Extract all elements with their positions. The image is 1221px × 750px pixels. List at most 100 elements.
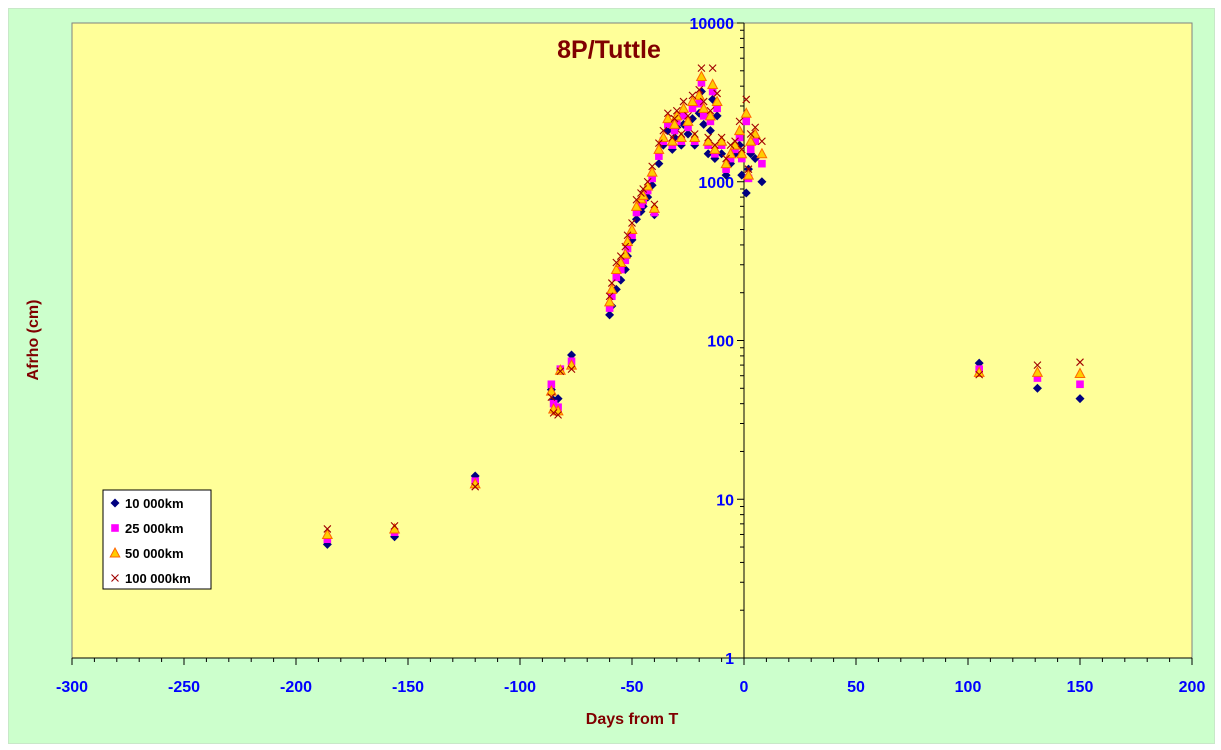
legend-entry: 25 000km: [111, 521, 184, 536]
data-point: [707, 78, 719, 89]
data-point: [621, 256, 630, 265]
data-point: [608, 292, 616, 301]
data-point: [724, 147, 737, 159]
legend-label: 100 000km: [125, 571, 191, 586]
x-tick-label: 150: [1067, 679, 1094, 696]
data-point: [737, 170, 747, 180]
data-point: [672, 106, 681, 115]
y-tick-label: 1000: [698, 175, 734, 192]
data-point: [751, 123, 760, 132]
data-point: [710, 141, 719, 150]
legend-marker: [111, 574, 119, 582]
legend: 10 000km 25 000km 50 000km 100 000km: [102, 489, 212, 590]
axes: [71, 22, 1193, 665]
data-point: [709, 143, 721, 154]
data-point: [1032, 383, 1042, 393]
data-point: [621, 242, 630, 251]
data-point: [628, 219, 636, 227]
data-point: [757, 177, 767, 187]
data-point: [717, 133, 726, 142]
legend-entry: 100 000km: [111, 571, 191, 586]
data-point: [695, 85, 704, 94]
data-point: [711, 95, 723, 107]
x-tick-label: -100: [504, 679, 536, 696]
data-point: [469, 477, 481, 489]
y-axis-title: Afrho (cm): [25, 300, 42, 381]
data-point: [684, 111, 692, 120]
x-tick-label: 50: [847, 679, 865, 696]
data-point: [648, 162, 657, 171]
data-point: [715, 135, 728, 146]
data-point: [742, 169, 755, 180]
data-point: [741, 188, 751, 198]
data-point: [702, 135, 714, 146]
data-point: [471, 482, 480, 491]
data-point: [663, 109, 672, 118]
data-point: [1031, 366, 1044, 377]
data-point: [648, 202, 661, 213]
x-tick-label: -250: [168, 679, 200, 696]
y-tick-label: 100: [707, 334, 734, 351]
data-point: [695, 70, 708, 82]
data-point: [742, 117, 751, 126]
data-point: [751, 137, 759, 146]
data-point: [679, 112, 688, 120]
data-point: [646, 166, 658, 177]
legend-label: 10 000km: [125, 496, 184, 511]
data-point: [567, 365, 576, 374]
data-point: [554, 410, 562, 419]
data-point: [690, 130, 699, 138]
data-point: [684, 123, 692, 132]
data-point: [713, 89, 722, 98]
data-point: [567, 350, 577, 360]
data-point: [653, 143, 665, 154]
data-point: [683, 129, 693, 139]
data-point: [623, 231, 632, 240]
legend-marker: [109, 546, 121, 558]
data-point: [610, 263, 622, 275]
data-point: [545, 385, 557, 396]
data-point: [746, 130, 755, 138]
data-point: [1074, 367, 1086, 378]
data-point: [726, 154, 735, 163]
data-point: [323, 535, 332, 544]
data-point: [698, 102, 710, 113]
data-point: [677, 102, 690, 113]
data-point: [699, 112, 708, 120]
data-point: [668, 133, 677, 142]
x-tick-label: -200: [280, 679, 312, 696]
data-point: [735, 117, 744, 126]
data-point: [1033, 374, 1042, 382]
data-point: [605, 304, 614, 312]
data-point: [703, 149, 713, 159]
data-point: [670, 126, 679, 135]
data-point: [699, 97, 708, 106]
data-point: [632, 208, 641, 217]
data-point: [630, 200, 643, 211]
data-point: [657, 131, 669, 142]
data-point: [722, 154, 730, 163]
data-point: [758, 137, 766, 146]
data-point: [746, 145, 755, 154]
data-point: [648, 174, 656, 183]
data-point: [688, 104, 697, 113]
data-point: [733, 124, 746, 136]
data-point: [643, 186, 652, 195]
data-point: [699, 119, 709, 129]
data-point: [547, 393, 556, 401]
data-point: [693, 89, 705, 100]
data-point: [323, 525, 332, 533]
data-point: [682, 115, 694, 126]
data-point: [756, 147, 768, 159]
data-point: [605, 310, 615, 320]
tick-labels: -300 -250 -200 -150 -100 -50 0 50 100 150 200 1 10 10…: [56, 16, 1205, 696]
x-tick-label: -50: [620, 679, 643, 696]
data-point: [677, 130, 686, 138]
data-point: [706, 117, 715, 126]
data-point: [654, 159, 664, 169]
data-point: [655, 152, 663, 160]
data-point: [737, 145, 746, 154]
data-point: [975, 370, 984, 379]
data-point: [603, 295, 616, 307]
data-point: [637, 189, 645, 197]
